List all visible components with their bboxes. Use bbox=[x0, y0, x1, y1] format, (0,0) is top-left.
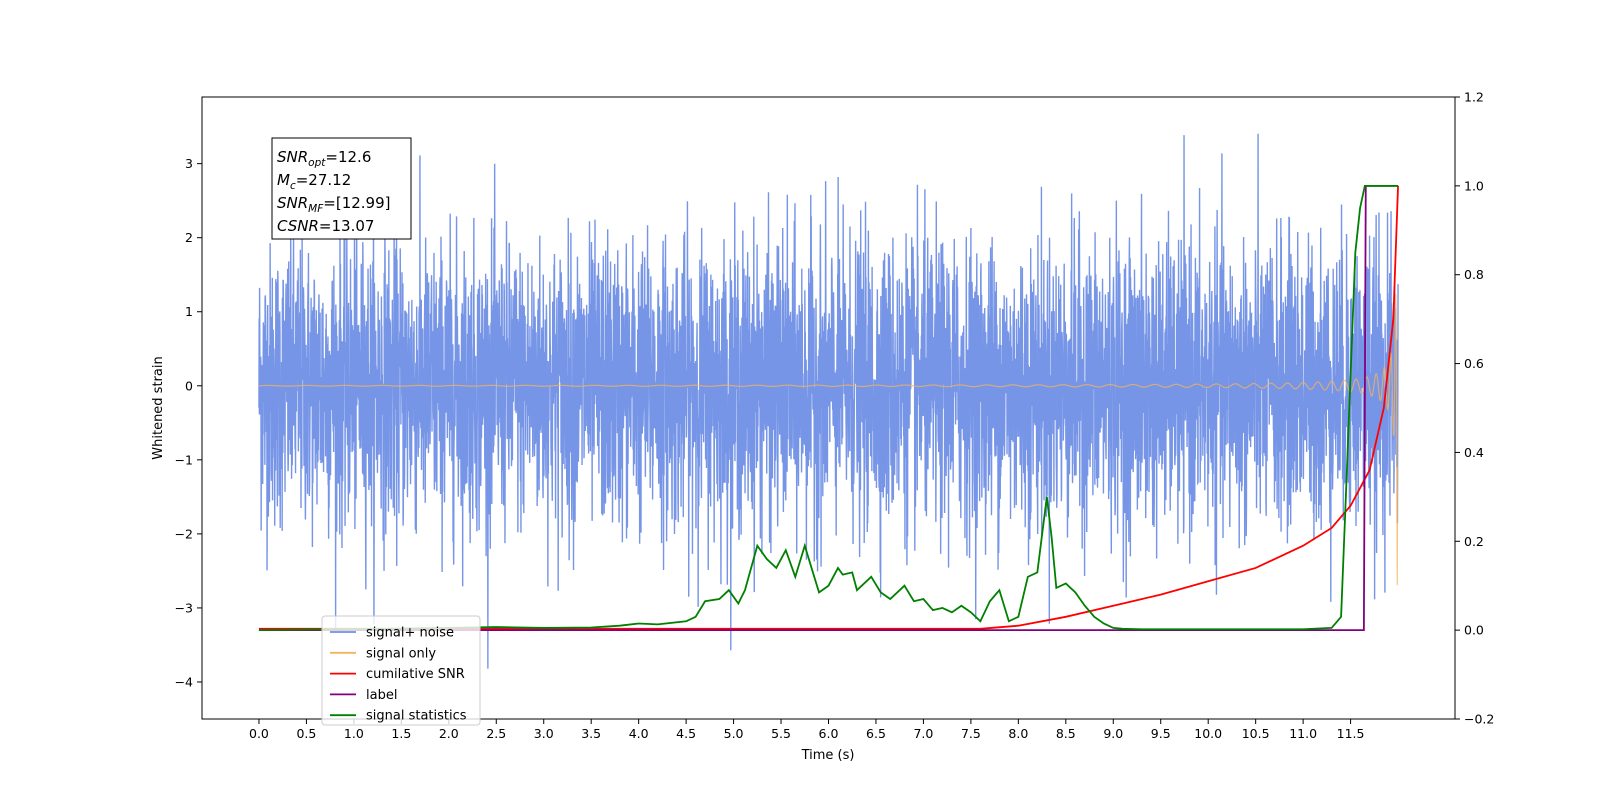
x-tick-label: 0.0 bbox=[249, 726, 269, 741]
y-tick-label: −3 bbox=[175, 600, 193, 615]
legend-frame bbox=[321, 615, 481, 726]
x-axis: 0.0 0.5 1.0 1.5 2.0 2.5 3.0 3.5 4.0 4.5 5.0 5.5 6.0 6… bbox=[249, 719, 1365, 741]
legend-label: signal+ noise bbox=[366, 626, 454, 641]
series-signal-noise bbox=[258, 133, 1399, 669]
x-tick-label: 1.0 bbox=[344, 726, 364, 741]
x-tick-label: 11.0 bbox=[1289, 726, 1317, 741]
x-tick-label: 0.5 bbox=[296, 726, 316, 741]
x-tick-label: 9.0 bbox=[1103, 726, 1123, 741]
stats-line: CSNR=13.07 bbox=[277, 217, 374, 235]
legend-label: signal statistics bbox=[366, 709, 467, 724]
stats-line: SNRMF=[12.99] bbox=[277, 194, 391, 215]
legend: signal+ noise signal only cumilative SNR la… bbox=[321, 615, 481, 726]
y-tick-label: −4 bbox=[175, 674, 193, 689]
x-tick-label: 2.5 bbox=[486, 726, 506, 741]
x-tick-label: 2.0 bbox=[439, 726, 459, 741]
y2-tick-label: 0.4 bbox=[1464, 445, 1484, 460]
x-tick-label: 6.5 bbox=[866, 726, 886, 741]
y2-tick-label: 1.2 bbox=[1464, 90, 1484, 105]
y-tick-label: −1 bbox=[175, 452, 193, 467]
x-tick-label: 8.5 bbox=[1056, 726, 1076, 741]
legend-label: label bbox=[366, 688, 397, 703]
x-axis-label: Time (s) bbox=[801, 748, 855, 763]
x-tick-label: 8.0 bbox=[1008, 726, 1028, 741]
series-cumilative-snr bbox=[258, 185, 1399, 630]
legend-label: signal only bbox=[366, 646, 436, 661]
x-tick-label: 4.0 bbox=[629, 726, 649, 741]
y-tick-label: 2 bbox=[185, 230, 193, 245]
y2-tick-label: 1.0 bbox=[1464, 178, 1484, 193]
y2-tick-label: 0.6 bbox=[1464, 356, 1484, 371]
stats-line: SNRopt=12.6 bbox=[277, 148, 371, 169]
y-axis-label: Whitened strain bbox=[151, 356, 166, 459]
x-tick-label: 4.5 bbox=[676, 726, 696, 741]
x-tick-label: 5.0 bbox=[724, 726, 744, 741]
x-tick-label: 1.5 bbox=[391, 726, 411, 741]
legend-label: cumilative SNR bbox=[366, 667, 465, 682]
y-tick-label: 0 bbox=[185, 378, 193, 393]
y2-tick-label: 0.8 bbox=[1464, 267, 1484, 282]
x-tick-label: 5.5 bbox=[771, 726, 791, 741]
series-signal-statistics bbox=[258, 184, 1399, 632]
legend-items: signal+ noise signal only cumilative SNR la… bbox=[330, 626, 467, 724]
x-tick-label: 3.0 bbox=[534, 726, 554, 741]
y-tick-label: 3 bbox=[185, 156, 193, 171]
x-tick-label: 11.5 bbox=[1337, 726, 1365, 741]
y-axis-left: 3 2 1 0 −1 −2 −3 −4 bbox=[175, 156, 202, 689]
y-tick-label: −2 bbox=[175, 526, 193, 541]
x-tick-label: 6.0 bbox=[819, 726, 839, 741]
x-tick-label: 9.5 bbox=[1151, 726, 1171, 741]
x-tick-label: 10.5 bbox=[1242, 726, 1270, 741]
y2-tick-label: −0.2 bbox=[1464, 712, 1494, 727]
x-tick-label: 10.0 bbox=[1194, 726, 1222, 741]
stats-box-frame bbox=[271, 137, 412, 240]
y2-tick-label: 0.2 bbox=[1464, 534, 1484, 549]
x-tick-label: 7.0 bbox=[913, 726, 933, 741]
series-signal-only bbox=[258, 293, 1399, 586]
y-axis-right: 1.2 1.0 0.8 0.6 0.4 0.2 0.0 −0.2 bbox=[1455, 90, 1494, 727]
x-tick-label: 7.5 bbox=[961, 726, 981, 741]
x-tick-label: 3.5 bbox=[581, 726, 601, 741]
stats-line: Mc=27.12 bbox=[277, 171, 351, 192]
series-layer bbox=[258, 133, 1399, 669]
y2-tick-label: 0.0 bbox=[1464, 623, 1484, 638]
y-tick-label: 1 bbox=[185, 304, 193, 319]
